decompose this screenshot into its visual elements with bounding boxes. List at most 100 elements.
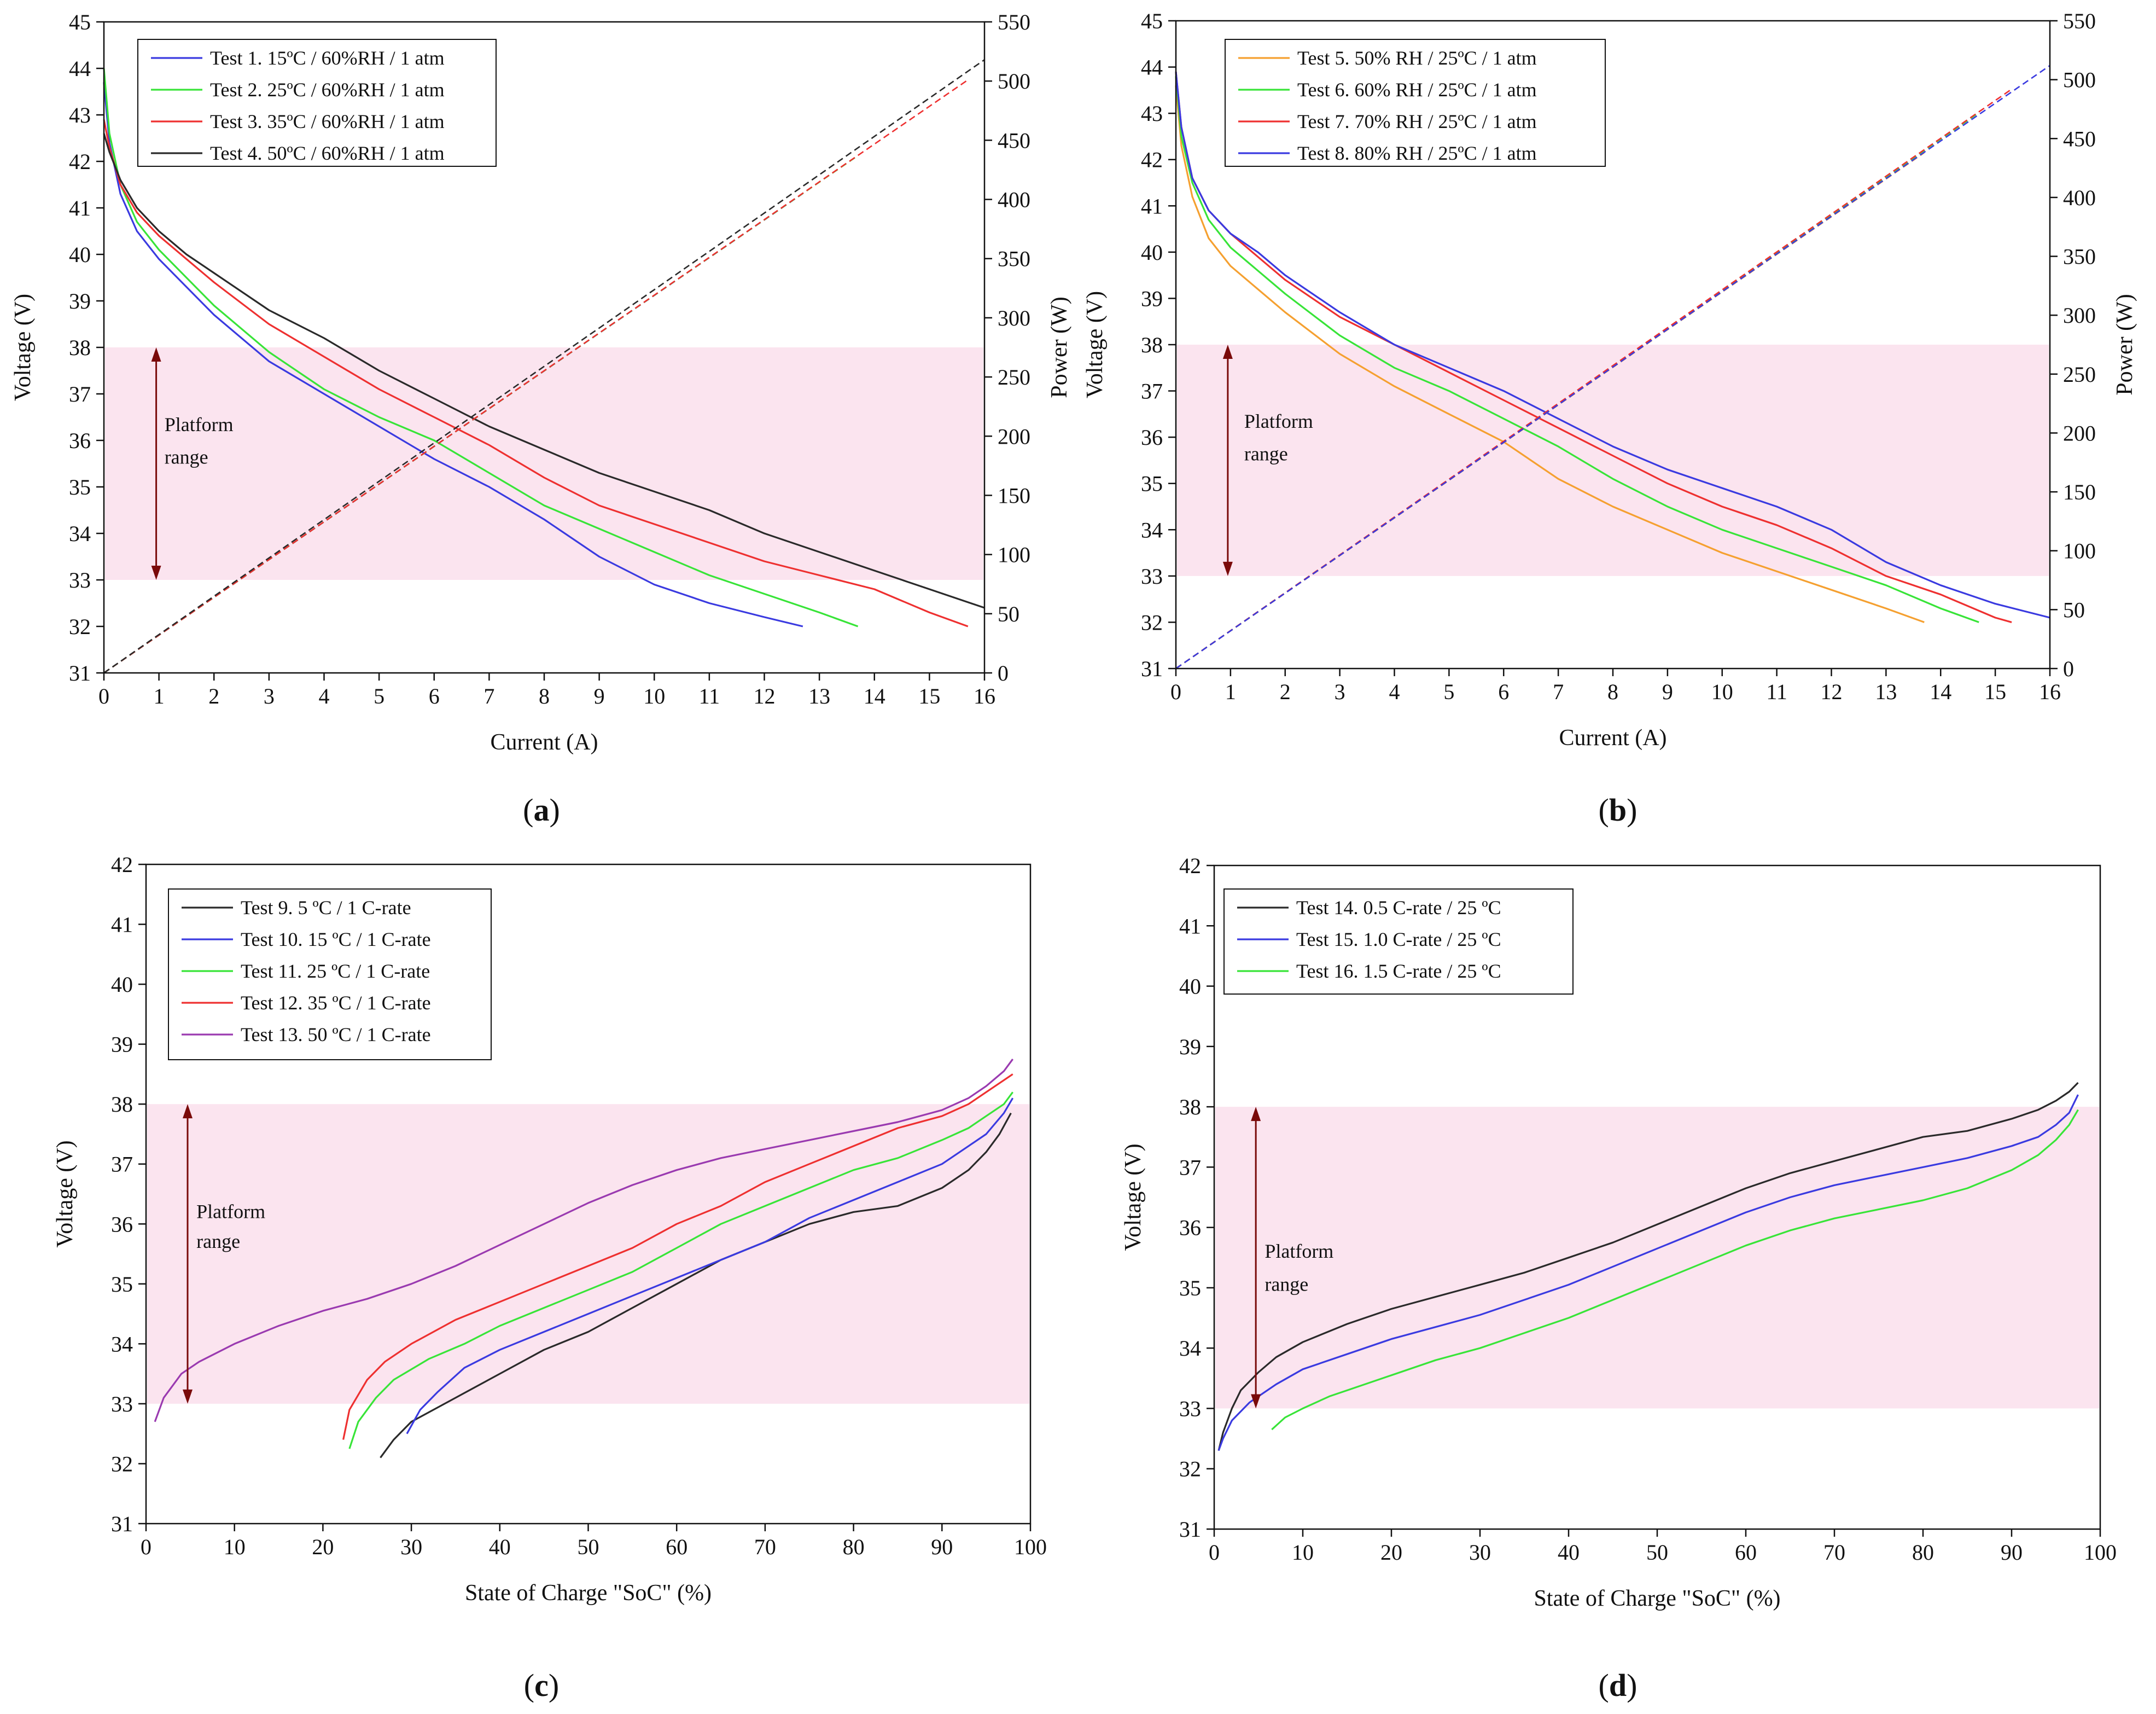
y-tick-label: 40: [69, 242, 91, 267]
y-tick-label: 38: [69, 335, 91, 360]
x-tick-label: 11: [1766, 679, 1787, 704]
y-tick-label: 41: [1141, 194, 1163, 218]
voltage-line-2: [103, 68, 859, 628]
legend-entry-4: Test 4. 50ºC / 60%RH / 1 atm: [210, 142, 445, 164]
y-tick-label: 37: [1179, 1155, 1201, 1180]
x-tick-label: 70: [1823, 1540, 1845, 1565]
y2-tick-label: 250: [998, 365, 1030, 390]
y-tick-label: 31: [69, 661, 91, 685]
platform-range-band: [1177, 345, 2049, 576]
y2-tick-label: 100: [2063, 539, 2096, 563]
x-tick-label: 6: [1498, 679, 1509, 704]
voltage-line-2: [406, 1097, 1014, 1434]
y-tick-label: 43: [69, 103, 91, 127]
voltage-line-1: [103, 82, 803, 628]
y-tick-label: 39: [1179, 1035, 1201, 1059]
y-tick-label: 40: [1179, 974, 1201, 999]
y2-tick-label: 200: [998, 424, 1030, 449]
x-tick-label: 8: [539, 684, 550, 708]
y-axis-label: Voltage (V): [53, 1140, 78, 1247]
platform-arrow-head-down: [151, 566, 161, 580]
x-tick-label: 2: [1280, 679, 1291, 704]
y2-tick-label: 0: [2063, 656, 2074, 681]
voltage-line-3: [1271, 1109, 2079, 1431]
platform-label-line1: Platform: [1265, 1240, 1333, 1262]
x-tick-label: 100: [2084, 1540, 2117, 1565]
legend-entry-1: Test 14. 0.5 C-rate / 25 ºC: [1296, 897, 1501, 919]
x-tick-label: 9: [594, 684, 605, 708]
x-tick-label: 30: [400, 1535, 422, 1559]
platform-label-line2: range: [196, 1230, 240, 1252]
x-axis-label: State of Charge "SoC" (%): [465, 1581, 712, 1606]
legend-box: [1225, 39, 1606, 167]
y2-axis-label: Power (W): [2112, 294, 2137, 395]
y2-tick-label: 350: [2063, 245, 2096, 269]
panel-d-chart: Platform range 0 10 20 30 40 50 60 70 80 90 100 31 32 3…: [1121, 853, 2117, 1703]
x-tick-label: 16: [974, 684, 995, 708]
y-axis-label: Voltage (V): [1121, 1143, 1146, 1251]
y2-tick-label: 0: [998, 661, 1009, 685]
y-tick-label: 42: [111, 852, 133, 877]
y-tick-label: 39: [111, 1032, 133, 1057]
x-tick-label: 12: [1821, 679, 1843, 704]
x-tick-label: 50: [578, 1535, 599, 1559]
y-tick-label: 40: [1141, 240, 1163, 265]
x-tick-label: 5: [1443, 679, 1454, 704]
x-tick-label: 0: [1209, 1540, 1220, 1565]
legend-entry-4: Test 8. 80% RH / 25ºC / 1 atm: [1297, 142, 1537, 164]
legend-entry-2: Test 15. 1.0 C-rate / 25 ºC: [1296, 928, 1501, 950]
y-tick-label: 34: [1141, 518, 1163, 542]
voltage-line-5: [154, 1059, 1013, 1422]
platform-arrow-head-up: [182, 1104, 193, 1119]
legend-entry-5: Test 13. 50 ºC / 1 C-rate: [241, 1024, 431, 1045]
platform-arrow-head-up: [151, 347, 161, 362]
legend-entry-1: Test 5. 50% RH / 25ºC / 1 atm: [1297, 47, 1537, 69]
y-tick-label: 37: [1141, 379, 1163, 404]
y-tick-label: 41: [69, 196, 91, 220]
x-tick-label: 1: [154, 684, 165, 708]
legend-box: [168, 888, 492, 1060]
y-tick-label: 41: [111, 913, 133, 937]
platform-range-band: [105, 347, 983, 580]
x-tick-label: 15: [1984, 679, 2006, 704]
x-tick-label: 60: [1735, 1540, 1757, 1565]
legend-entry-1: Test 9. 5 ºC / 1 C-rate: [241, 897, 411, 919]
x-tick-label: 6: [429, 684, 440, 708]
y2-tick-label: 550: [2063, 9, 2096, 33]
x-tick-label: 0: [98, 684, 109, 708]
y2-tick-label: 50: [2063, 597, 2085, 622]
y-tick-label: 38: [111, 1092, 133, 1117]
y-tick-label: 42: [1141, 148, 1163, 172]
y-tick-label: 35: [111, 1272, 133, 1297]
platform-label-line2: range: [165, 446, 208, 468]
voltage-line-2: [1175, 76, 1979, 623]
platform-arrow-head-down: [1251, 1394, 1261, 1409]
x-tick-label: 8: [1607, 679, 1618, 704]
y-tick-label: 35: [69, 475, 91, 499]
x-tick-label: 4: [319, 684, 330, 708]
voltage-line-4: [103, 133, 985, 609]
y2-tick-label: 50: [998, 602, 1019, 626]
x-tick-label: 14: [1930, 679, 1951, 704]
x-tick-label: 40: [489, 1535, 511, 1559]
x-axis-label: Current (A): [1559, 725, 1666, 751]
y2-tick-label: 100: [998, 543, 1030, 567]
y-tick-label: 34: [1179, 1336, 1201, 1361]
x-tick-label: 10: [1711, 679, 1733, 704]
y2-tick-label: 300: [2063, 303, 2096, 328]
x-tick-label: 11: [699, 684, 720, 708]
y-tick-label: 33: [69, 568, 91, 592]
x-tick-label: 0: [141, 1535, 151, 1559]
power-line-7: [103, 79, 969, 674]
x-tick-label: 3: [264, 684, 275, 708]
y-tick-label: 33: [111, 1392, 133, 1416]
platform-arrow-head-up: [1222, 345, 1233, 359]
voltage-line-3: [348, 1091, 1013, 1449]
y-tick-label: 32: [69, 614, 91, 639]
x-tick-label: 10: [1292, 1540, 1314, 1565]
platform-label-line2: range: [1244, 443, 1288, 464]
y-tick-label: 42: [1179, 853, 1201, 878]
y-tick-label: 31: [1179, 1517, 1201, 1542]
